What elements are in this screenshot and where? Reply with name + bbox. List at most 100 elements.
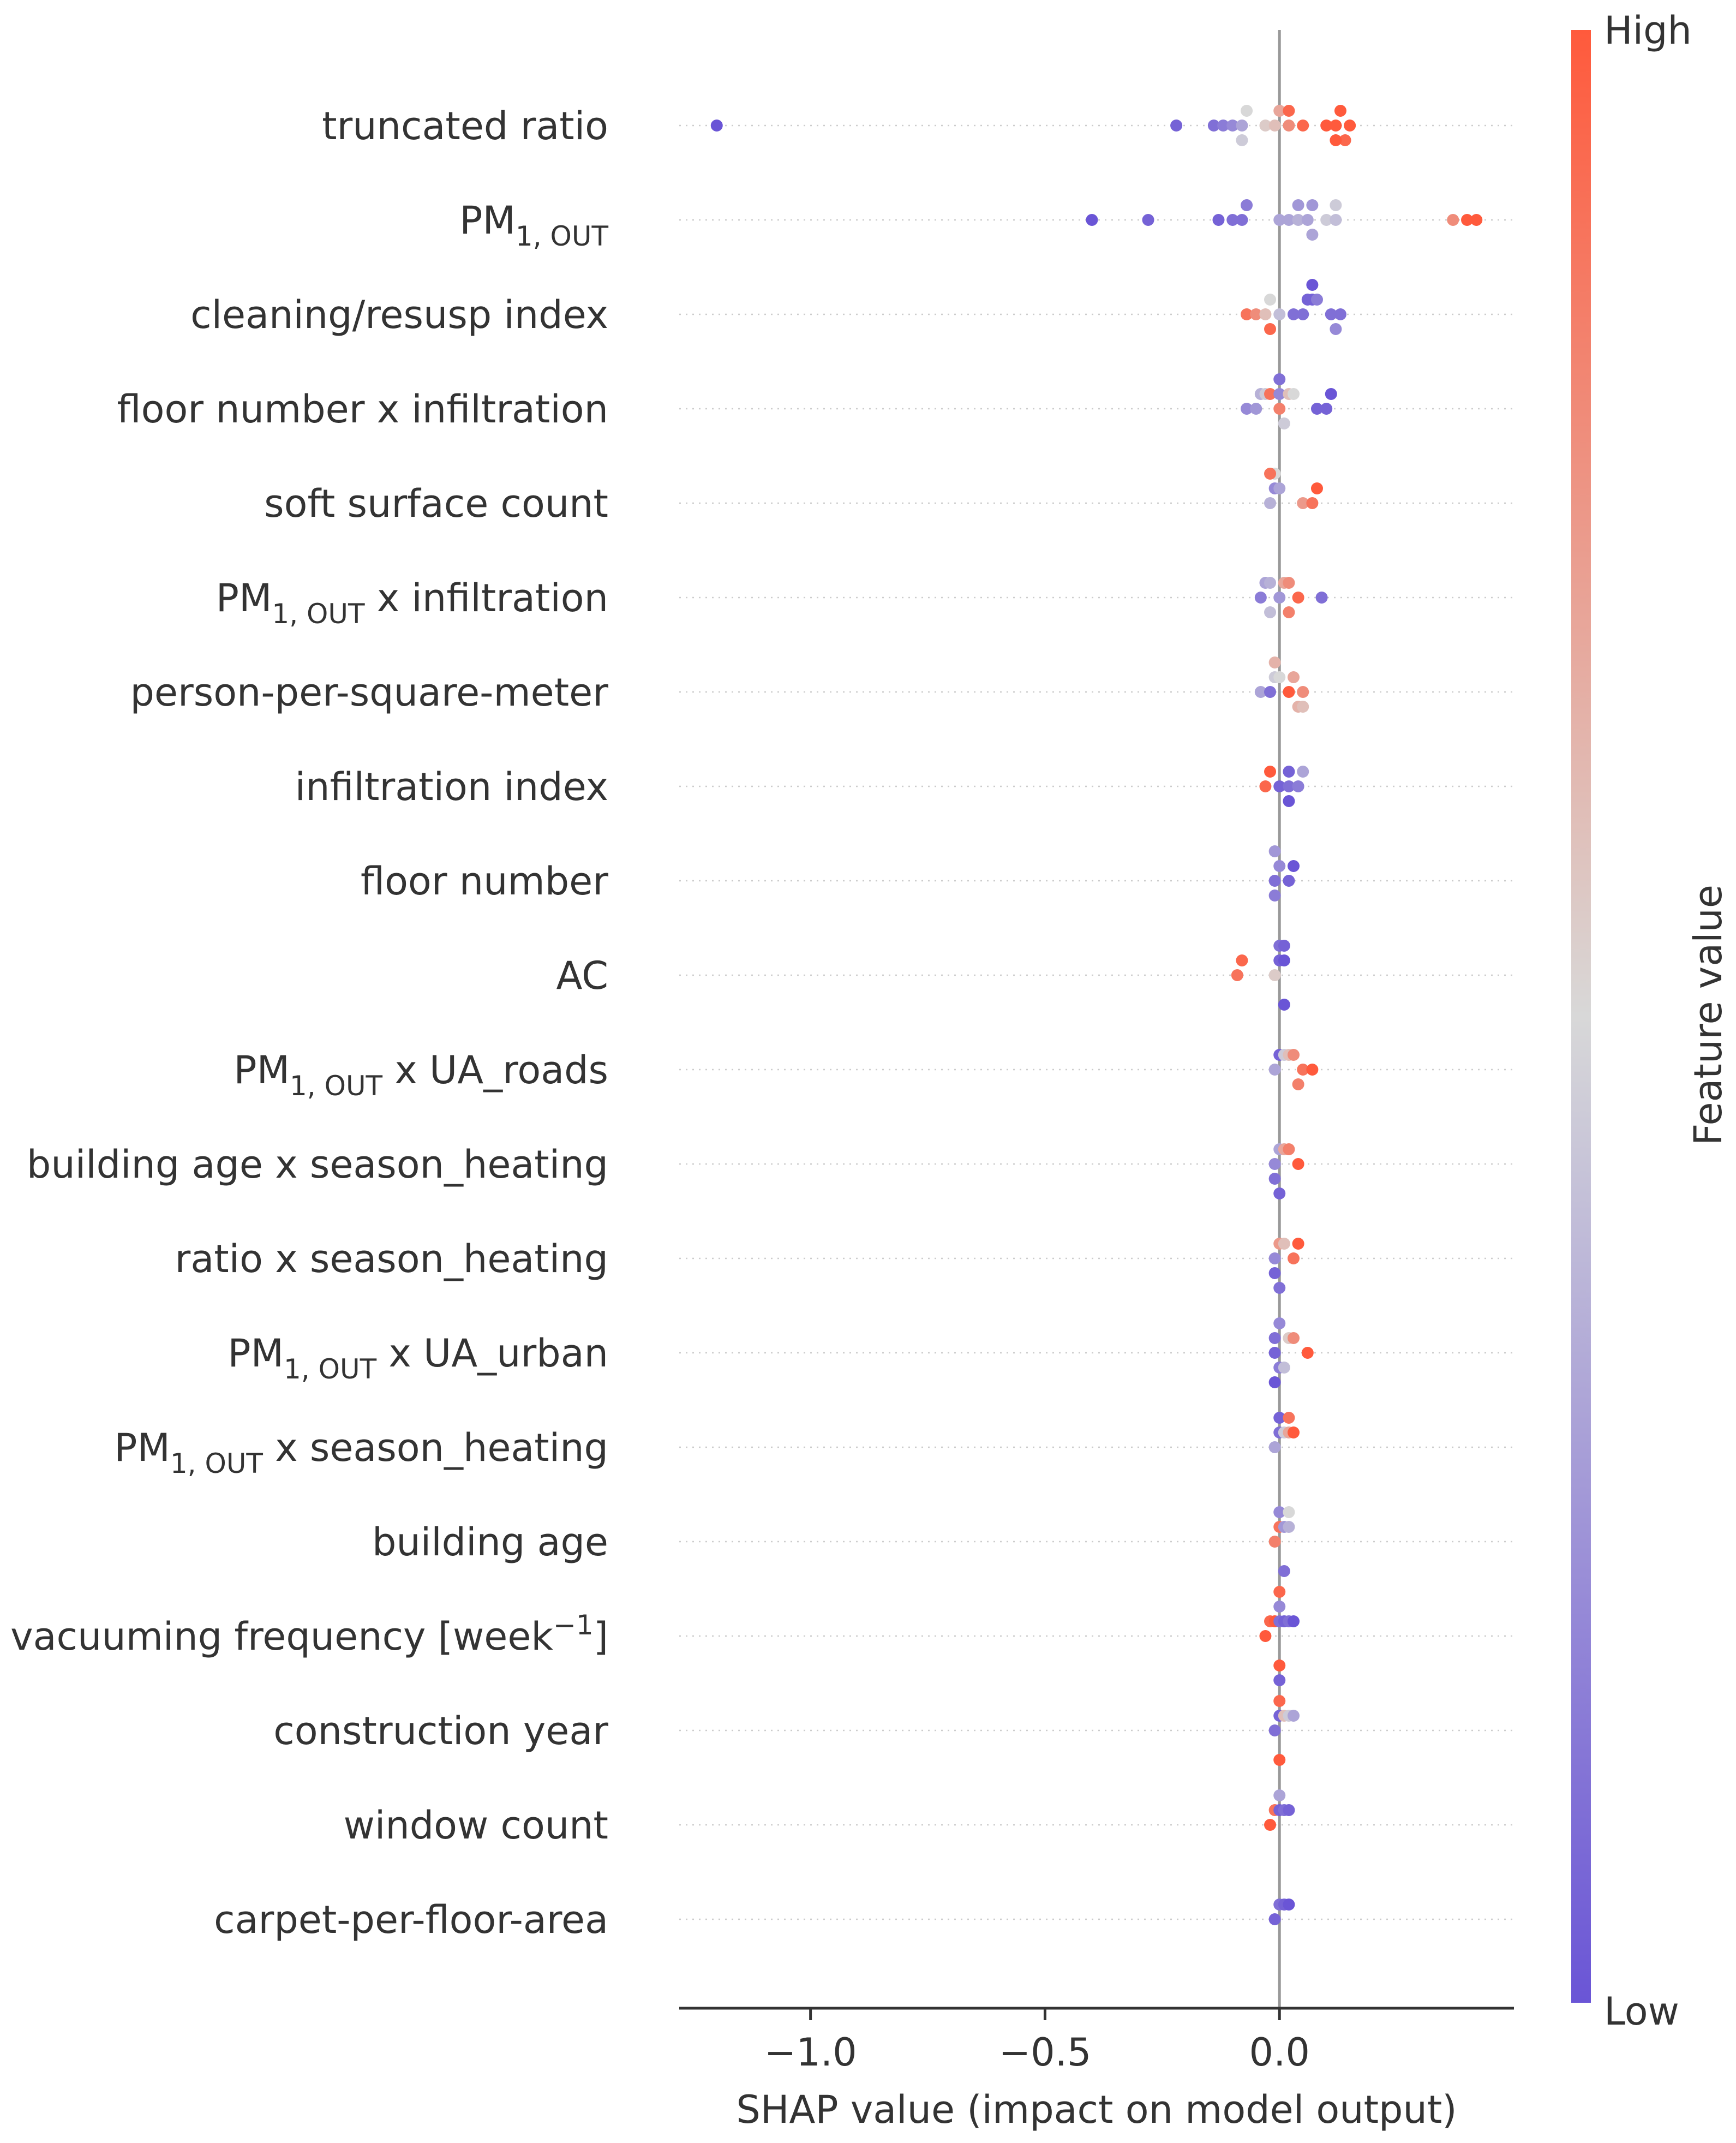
shap-point: [1264, 497, 1277, 509]
feature-label: building age: [372, 1520, 608, 1565]
shap-point: [1254, 592, 1267, 604]
shap-point: [1268, 969, 1281, 981]
shap-point: [1310, 482, 1323, 494]
shap-point: [1273, 671, 1286, 683]
shap-point: [1217, 120, 1230, 132]
shap-point: [1278, 1362, 1290, 1374]
x-tick-label: 0.0: [1249, 2030, 1310, 2075]
shap-point: [1283, 1143, 1295, 1155]
shap-point: [1301, 214, 1314, 226]
shap-point: [1273, 1660, 1286, 1672]
shap-point: [1292, 1238, 1304, 1250]
shap-point: [1344, 120, 1356, 132]
feature-label: infiltration index: [295, 765, 608, 809]
feature-label: carpet-per-floor-area: [214, 1897, 608, 1942]
shap-point: [1142, 214, 1154, 226]
shap-point: [710, 120, 723, 132]
data-points: [710, 105, 1483, 1925]
shap-point: [1268, 1347, 1281, 1359]
shap-point: [1273, 780, 1286, 792]
shap-point: [1310, 294, 1323, 306]
feature-label: PM1, OUT x season_heating: [114, 1425, 608, 1479]
shap-point: [1278, 417, 1290, 429]
shap-point: [1268, 1913, 1281, 1925]
shap-point: [1288, 860, 1300, 872]
shap-point: [1292, 1078, 1304, 1090]
shap-point: [1273, 1412, 1286, 1424]
shap-point: [1273, 373, 1286, 385]
shap-point: [1264, 606, 1277, 618]
feature-label: window count: [344, 1803, 608, 1848]
x-axis-label: SHAP value (impact on model output): [736, 2087, 1457, 2132]
feature-label: truncated ratio: [322, 104, 608, 148]
shap-point: [1273, 1601, 1286, 1613]
shap-point: [1461, 214, 1474, 226]
feature-label: PM1, OUT: [459, 198, 608, 252]
shap-point: [1288, 1615, 1300, 1627]
shap-point: [1268, 1173, 1281, 1185]
feature-label: construction year: [273, 1709, 608, 1753]
feature-label: cleaning/resusp index: [190, 293, 608, 337]
shap-point: [1268, 1376, 1281, 1388]
shap-point: [1264, 766, 1277, 778]
feature-label: floor number: [361, 859, 608, 904]
shap-point: [1236, 134, 1248, 146]
shap-point: [1288, 1252, 1300, 1264]
shap-point: [1292, 780, 1304, 792]
shap-point: [1273, 592, 1286, 604]
shap-point: [1226, 214, 1239, 226]
shap-point: [1241, 199, 1253, 211]
shap-point: [1273, 1695, 1286, 1707]
shap-point: [1278, 1238, 1290, 1250]
shap-point: [1297, 497, 1309, 509]
shap-point: [1250, 403, 1262, 415]
shap-point: [1264, 323, 1277, 335]
shap-point: [1325, 308, 1337, 320]
shap-point: [1273, 388, 1286, 400]
shap-point: [1288, 1710, 1300, 1722]
shap-point: [1086, 214, 1098, 226]
shap-point: [1273, 1789, 1286, 1801]
shap-point: [1259, 780, 1272, 792]
shap-point: [1283, 1506, 1295, 1518]
shap-point: [1264, 577, 1277, 589]
shap-point: [1283, 686, 1295, 698]
shap-point: [1310, 403, 1323, 415]
shap-point: [1273, 482, 1286, 494]
shap-point: [1278, 999, 1290, 1011]
shap-point: [1268, 1267, 1281, 1279]
feature-label: AC: [556, 953, 608, 998]
shap-point: [1278, 1565, 1290, 1577]
shap-point: [1297, 766, 1309, 778]
shap-point: [1283, 120, 1295, 132]
shap-point: [1273, 1506, 1286, 1518]
shap-point: [1283, 105, 1295, 117]
shap-point: [1320, 120, 1333, 132]
shap-point: [1288, 1332, 1300, 1344]
shap-point: [1259, 120, 1272, 132]
shap-point: [1268, 1158, 1281, 1170]
feature-labels: truncated ratio PM1, OUT cleaning/resusp i…: [10, 104, 608, 1942]
shap-point: [1264, 1819, 1277, 1831]
shap-point: [1226, 120, 1239, 132]
shap-point: [1273, 1317, 1286, 1329]
shap-point: [1301, 1347, 1314, 1359]
shap-point: [1288, 308, 1300, 320]
shap-point: [1264, 388, 1277, 400]
shap-point: [1470, 214, 1483, 226]
shap-point: [1283, 606, 1295, 618]
shap-point: [1278, 954, 1290, 966]
shap-point: [1254, 686, 1267, 698]
feature-label: soft surface count: [264, 481, 608, 526]
shap-point: [1273, 1282, 1286, 1294]
shap-point: [1447, 214, 1459, 226]
shap-point: [1273, 214, 1286, 226]
shap-point: [1268, 1064, 1281, 1076]
shap-point: [1283, 780, 1295, 792]
colorbar: High Low Feature value: [1571, 8, 1731, 2034]
shap-point: [1241, 403, 1253, 415]
shap-point: [1297, 686, 1309, 698]
shap-point: [1325, 388, 1337, 400]
shap-point: [1268, 1536, 1281, 1548]
